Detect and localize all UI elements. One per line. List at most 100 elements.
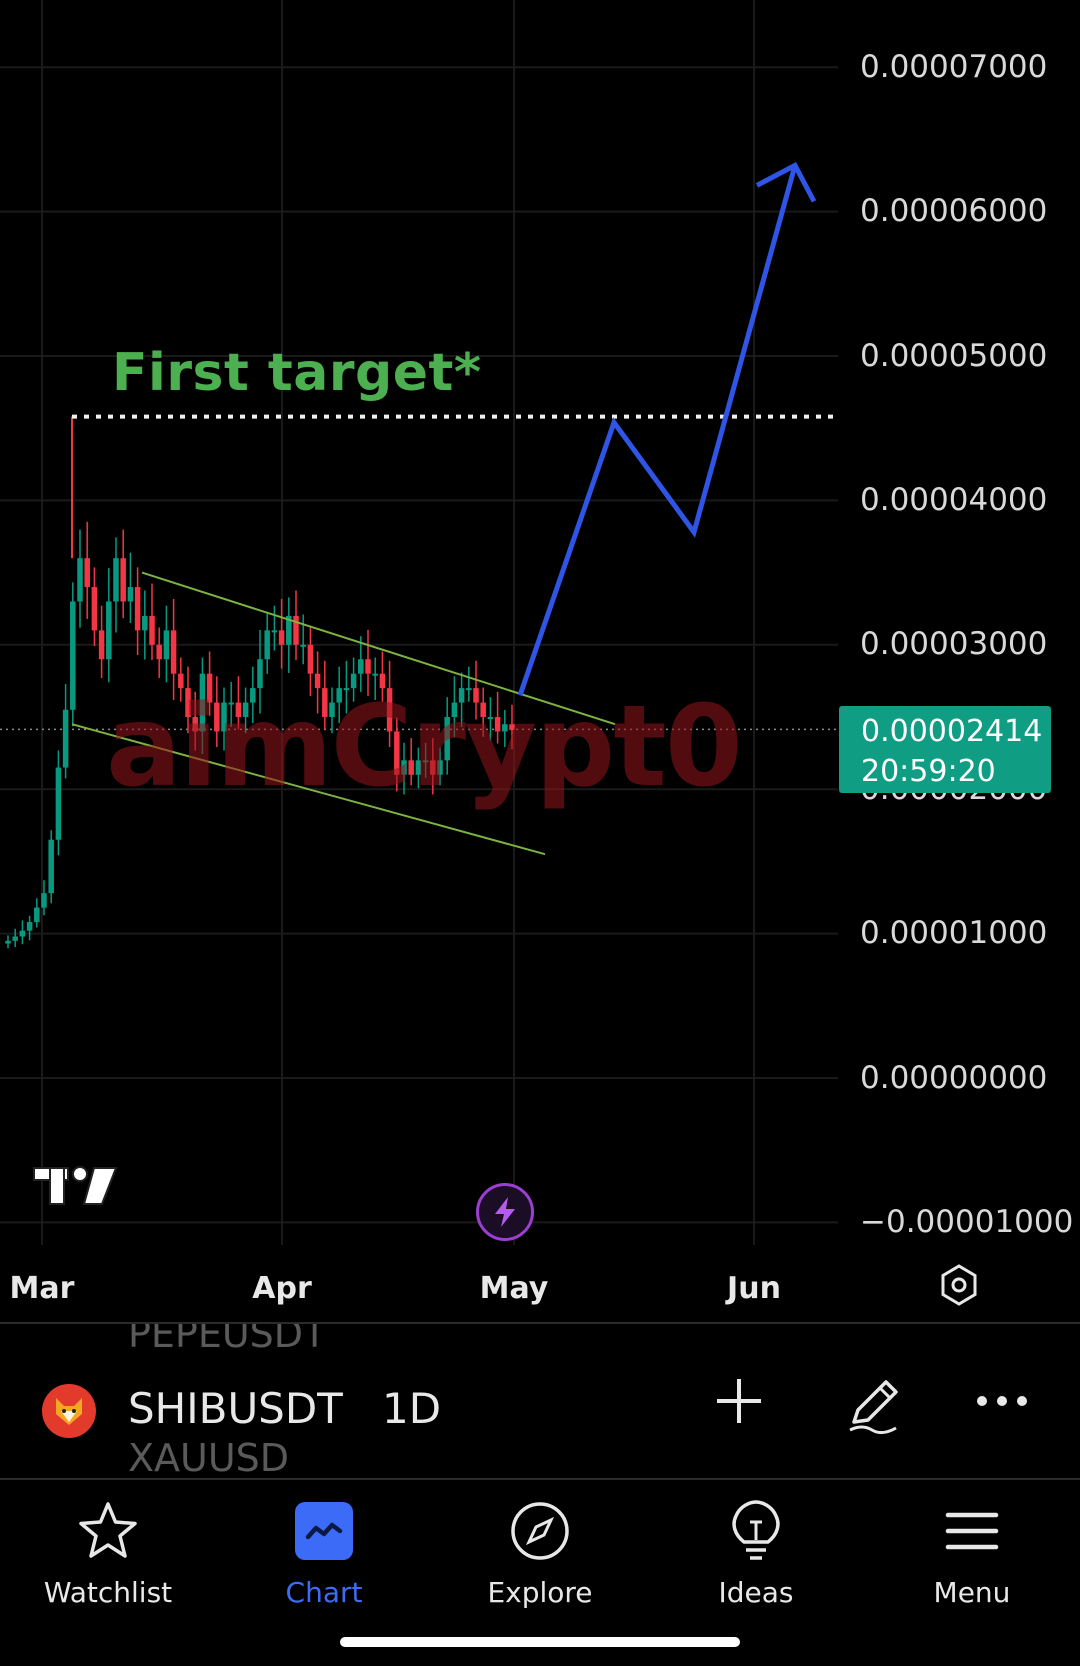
candle-body — [358, 659, 364, 674]
bottom-navigation: Watchlist Chart Explore — [0, 1482, 1080, 1666]
price-axis-label: 0.00000000 — [860, 1060, 1048, 1096]
candle-body — [19, 930, 26, 937]
nav-ideas[interactable]: Ideas — [648, 1482, 864, 1622]
candle-body — [444, 717, 450, 761]
compass-icon — [509, 1498, 571, 1564]
candle-body — [480, 702, 486, 717]
drawing-pen-icon[interactable] — [842, 1374, 904, 1441]
candle-body — [502, 724, 508, 732]
candle-body — [379, 673, 386, 689]
candle-body — [34, 907, 40, 923]
channel-lines — [71, 571, 616, 856]
candle-body — [41, 893, 47, 908]
chart-area[interactable]: aimCrypt0 First target* 0.00007000 0.000… — [0, 0, 1080, 1320]
more-options-icon[interactable] — [974, 1374, 1030, 1433]
candle-body — [329, 702, 335, 717]
price-axis-label: 0.00003000 — [860, 626, 1048, 662]
candle-body — [127, 587, 134, 602]
nav-label: Menu — [933, 1576, 1011, 1609]
symbol-bar[interactable]: PEPEUSDT SHIBUSDT 1D XAUUSD — [0, 1322, 1080, 1480]
candle-body — [12, 936, 18, 941]
chart-grid — [0, 0, 838, 1245]
candle-body — [235, 702, 242, 717]
next-symbol[interactable]: XAUUSD — [128, 1436, 290, 1480]
add-icon[interactable] — [712, 1374, 766, 1433]
candle-body — [70, 601, 76, 710]
nav-explore[interactable]: Explore — [432, 1482, 648, 1622]
menu-icon — [944, 1498, 1000, 1564]
candle-body — [98, 630, 105, 660]
candle-body — [149, 615, 155, 645]
home-indicator — [340, 1637, 740, 1647]
candle-body — [5, 940, 11, 944]
candle-body — [487, 717, 494, 719]
nav-menu[interactable]: Menu — [864, 1482, 1080, 1622]
candle-body — [307, 644, 314, 674]
candle-body — [77, 558, 83, 602]
candle-body — [271, 630, 278, 633]
nav-label: Watchlist — [43, 1576, 173, 1609]
candle-body — [408, 760, 414, 775]
price-chart[interactable] — [0, 0, 1080, 1320]
projection-path — [517, 164, 798, 697]
time-axis-label: Jun — [727, 1271, 781, 1306]
candle-body — [473, 688, 479, 703]
candle-body — [55, 767, 62, 840]
candle-body — [372, 673, 378, 676]
projection-arrow — [517, 162, 817, 697]
candle-body — [221, 702, 227, 732]
price-axis-label: 0.00005000 — [860, 338, 1048, 374]
candle-body — [437, 760, 443, 775]
price-axis-label: 0.00007000 — [860, 49, 1048, 85]
last-price-value: 0.00002414 — [861, 714, 1043, 749]
star-icon — [77, 1498, 139, 1564]
candle-body — [343, 688, 350, 691]
interval-selector[interactable]: 1D — [382, 1384, 442, 1433]
candle-body — [250, 688, 256, 703]
candle-body — [257, 659, 263, 689]
candle-body — [509, 724, 515, 730]
price-axis-label: 0.00004000 — [860, 482, 1048, 518]
candle-body — [170, 630, 177, 674]
candle-body — [242, 702, 249, 717]
nav-chart[interactable]: Chart — [216, 1482, 432, 1622]
candle-body — [430, 760, 436, 775]
candle-body — [394, 731, 400, 775]
candle-body — [415, 760, 422, 775]
candle-body — [365, 659, 371, 674]
projection-arrowhead — [755, 162, 817, 203]
channel-upper-line — [141, 571, 616, 726]
nav-watchlist[interactable]: Watchlist — [0, 1482, 216, 1622]
candle-body — [286, 615, 292, 645]
candle-body — [264, 630, 270, 660]
channel-lower-line — [71, 723, 546, 856]
candle-body — [120, 558, 126, 602]
chart-icon — [294, 1498, 354, 1564]
candle-body — [199, 673, 206, 732]
candle-body — [91, 587, 98, 631]
bar-countdown: 20:59:20 — [861, 754, 996, 789]
candle-body — [278, 630, 285, 645]
lightning-icon[interactable] — [476, 1183, 534, 1241]
candles — [5, 416, 515, 949]
candle-body — [156, 644, 162, 660]
settings-icon[interactable] — [937, 1263, 981, 1312]
candle-body — [142, 615, 148, 631]
time-axis-label: May — [479, 1271, 549, 1306]
candle-body — [48, 839, 54, 894]
candle-body — [134, 587, 141, 631]
candle-body — [185, 688, 191, 717]
candle-body — [336, 688, 342, 703]
candle-body — [466, 688, 472, 691]
nav-label: Chart — [285, 1576, 363, 1609]
candle-body — [300, 644, 306, 647]
candle-body — [494, 717, 501, 732]
tradingview-logo-icon[interactable] — [30, 1160, 122, 1215]
price-axis-label: 0.00001000 — [860, 915, 1048, 951]
prev-symbol[interactable]: PEPEUSDT — [128, 1322, 327, 1356]
symbol-name[interactable]: SHIBUSDT — [128, 1384, 343, 1433]
shiba-coin-icon — [42, 1384, 96, 1438]
candle-body — [350, 673, 357, 689]
candle-body — [228, 702, 234, 705]
candle-body — [314, 673, 321, 689]
